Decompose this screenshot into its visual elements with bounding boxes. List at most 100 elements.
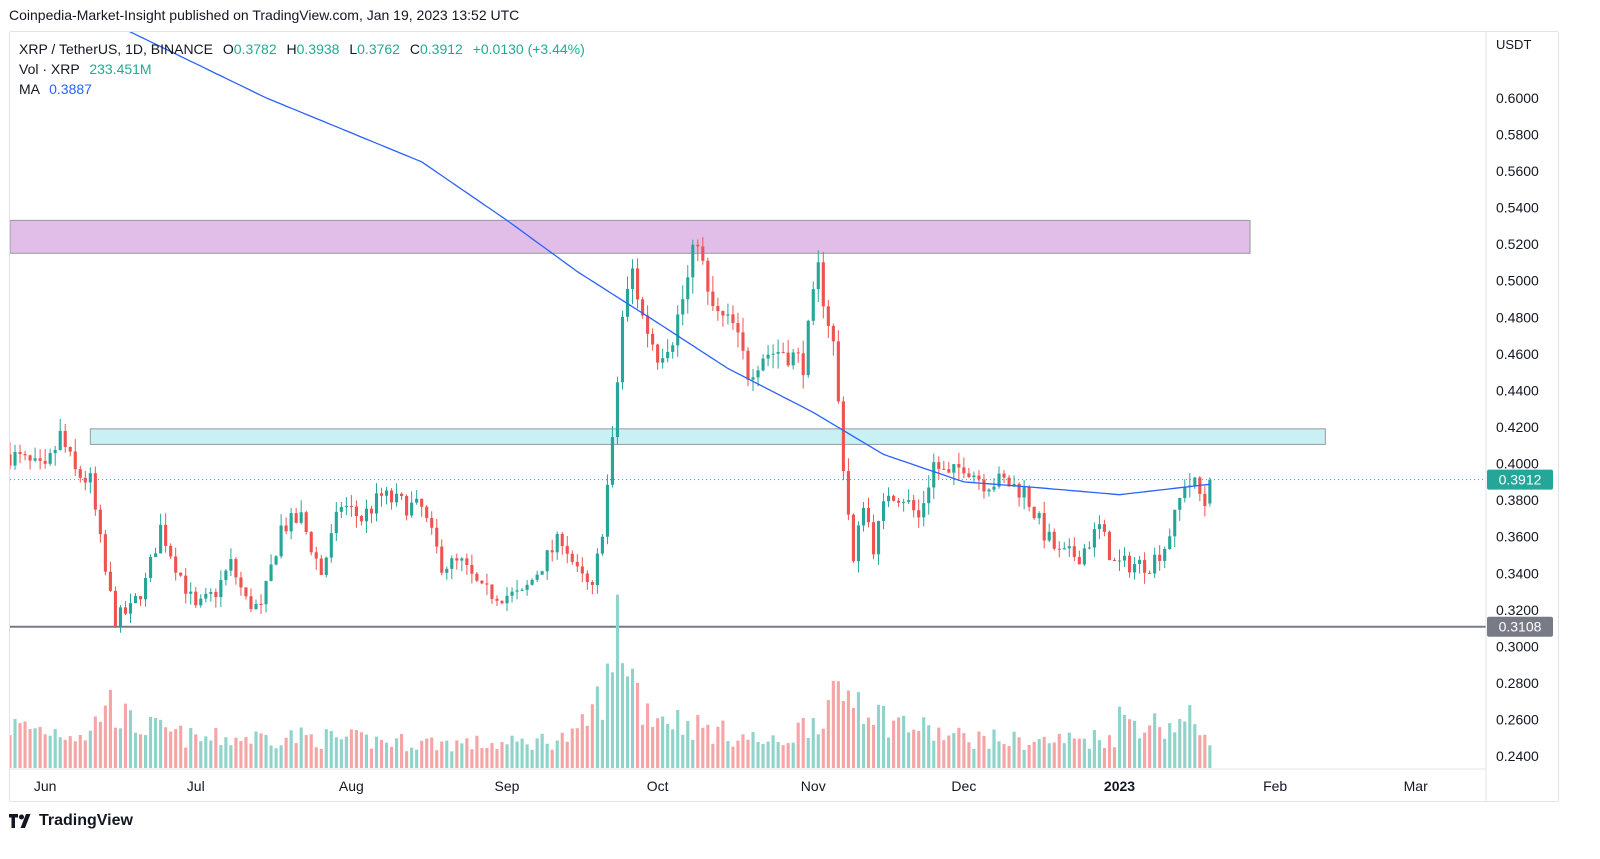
candle-body — [430, 517, 434, 528]
candle-body — [495, 598, 499, 601]
volume-bar — [13, 719, 17, 768]
volume-bar — [766, 741, 770, 768]
volume-bar — [876, 704, 881, 768]
legend-volume-row: Vol · XRP 233.451M — [19, 59, 585, 79]
volume-bar — [475, 735, 479, 768]
candle-body — [1122, 555, 1127, 561]
candle-body — [309, 531, 313, 553]
volume-bar — [550, 749, 554, 768]
price-tick-label: 0.2600 — [1496, 712, 1539, 728]
candle-body — [118, 607, 123, 627]
legend-vol-label[interactable]: Vol · XRP — [19, 61, 80, 77]
candle-body — [696, 244, 700, 247]
candle-body — [1002, 473, 1006, 478]
candle-body — [1087, 547, 1091, 549]
candle-body — [264, 580, 268, 605]
volume-bar — [88, 730, 92, 768]
volume-bar — [600, 719, 604, 768]
legend-ma-label[interactable]: MA — [19, 81, 40, 97]
candle-body — [133, 596, 138, 604]
volume-bar — [661, 716, 665, 768]
candle-body — [1022, 487, 1026, 498]
candle-body — [1032, 506, 1036, 519]
candle-body — [93, 473, 97, 510]
candle-body — [259, 604, 263, 606]
candle-body — [942, 468, 946, 470]
volume-bar — [1057, 733, 1061, 768]
volume-bar — [987, 748, 991, 768]
legend-low: 0.3762 — [357, 41, 400, 57]
volume-bar — [1007, 746, 1011, 768]
candle-body — [776, 352, 780, 354]
candle-body — [585, 573, 589, 583]
tradingview-logo-icon — [9, 814, 31, 828]
candle-body — [63, 430, 67, 447]
candle-body — [1112, 560, 1117, 562]
volume-bar — [892, 720, 896, 768]
volume-bar — [821, 728, 825, 768]
volume-bar — [912, 729, 916, 768]
volume-bar — [801, 717, 805, 768]
volume-bar — [83, 740, 87, 768]
legend-symbol[interactable]: XRP / TetherUS, 1D, BINANCE — [19, 41, 213, 57]
volume-bar — [259, 733, 263, 768]
candle-body — [866, 507, 871, 523]
volume-bar — [430, 737, 434, 768]
candle-body — [33, 458, 37, 461]
candle-body — [410, 502, 414, 516]
volume-bar — [977, 731, 981, 768]
volume-bar — [33, 728, 37, 768]
volume-bar — [1198, 735, 1202, 768]
candle-body — [841, 401, 845, 472]
volume-bar — [485, 747, 489, 768]
candle-body — [344, 506, 348, 508]
volume-bar — [113, 727, 117, 768]
last-price-badge-label: 0.3912 — [1499, 472, 1542, 488]
candle-body — [967, 473, 971, 478]
price-tick-label: 0.5200 — [1496, 236, 1539, 252]
volume-bar — [646, 703, 650, 768]
price-tick-label: 0.4200 — [1496, 419, 1539, 435]
legend-change: +0.0130 (+3.44%) — [472, 41, 585, 57]
tradingview-logo[interactable]: TradingView — [9, 812, 133, 830]
volume-bar — [495, 749, 499, 768]
candle-body — [565, 545, 569, 554]
candle-body — [440, 546, 444, 573]
volume-bar — [1158, 727, 1162, 768]
volume-bar — [927, 725, 931, 768]
candle-body — [706, 260, 710, 292]
legend-close: 0.3912 — [419, 41, 463, 57]
volume-bar — [1042, 736, 1046, 768]
volume-bar — [962, 733, 966, 768]
candle-body — [304, 512, 308, 532]
candle-body — [369, 508, 374, 514]
candle-body — [164, 524, 168, 546]
volume-bar — [219, 745, 223, 768]
candle-body — [846, 471, 850, 515]
candle-body — [661, 358, 665, 363]
candle-body — [595, 553, 599, 586]
plot-area[interactable] — [0, 0, 1486, 768]
volume-bar — [676, 710, 680, 768]
volume-bar — [530, 749, 534, 768]
tradingview-logo-text: TradingView — [39, 812, 133, 829]
legend-high: 0.3938 — [296, 41, 340, 57]
time-axis[interactable]: Jun Jul Aug Sep Oct Nov Dec 2023 Feb Mar — [34, 778, 1428, 794]
candle-body — [445, 568, 449, 573]
volume-bar — [103, 705, 107, 768]
price-axis[interactable]: 0.6000 0.5800 0.5600 0.5400 0.5200 0.5000 0.48… — [1496, 90, 1539, 764]
candle-body — [997, 473, 1001, 487]
volume-bar — [686, 720, 690, 768]
volume-bar — [771, 735, 775, 768]
candle-body — [13, 451, 17, 466]
candle-body — [415, 498, 419, 503]
volume-bar — [244, 736, 248, 768]
volume-bar — [871, 724, 876, 768]
volume-bar — [23, 721, 27, 768]
time-tick-label: Jun — [34, 778, 57, 794]
moving-average-line — [128, 32, 1210, 496]
price-tick-label: 0.5800 — [1496, 126, 1539, 142]
candle-body — [641, 299, 645, 316]
volume-bar — [199, 741, 203, 768]
